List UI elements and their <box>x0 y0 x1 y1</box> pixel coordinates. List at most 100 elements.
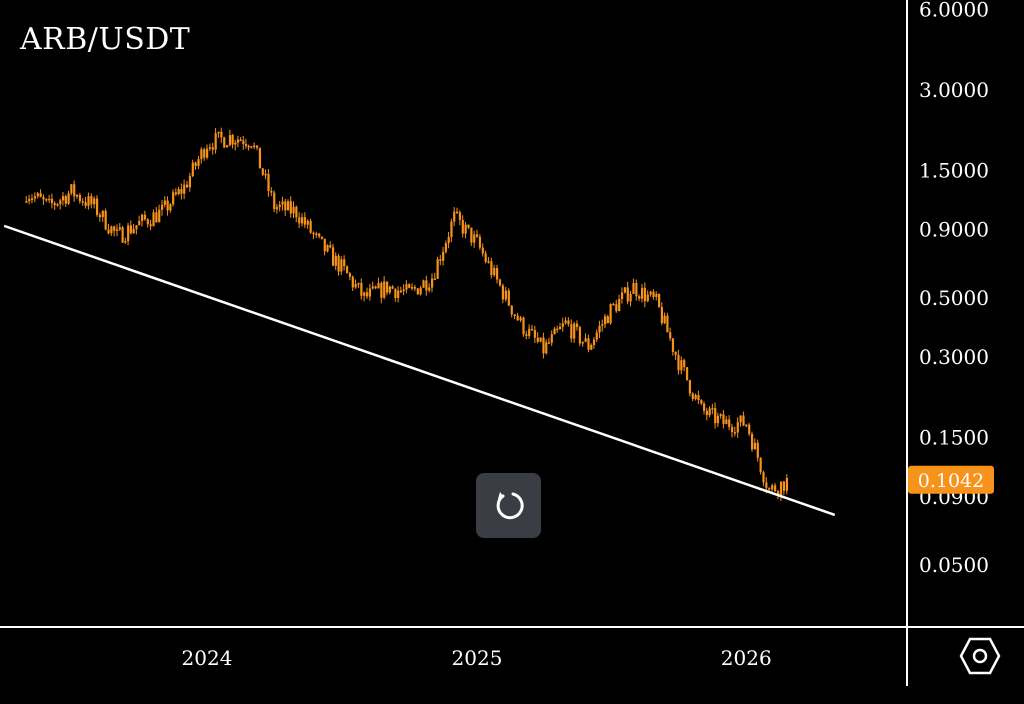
candle-body <box>436 259 439 279</box>
candle-body <box>61 196 65 201</box>
candle-body <box>575 323 579 328</box>
candle-body <box>623 287 627 293</box>
support-trendline <box>3 224 836 517</box>
candle-body <box>365 292 369 297</box>
candle-body <box>481 247 484 254</box>
candle-body <box>771 485 774 490</box>
candle-body <box>197 159 200 166</box>
candle-body <box>217 131 220 134</box>
candle-body <box>397 290 400 299</box>
candle-body <box>660 306 663 324</box>
candle-body <box>649 291 652 295</box>
candle-body <box>584 338 587 342</box>
candle-body <box>95 198 99 215</box>
candle-body <box>620 292 624 300</box>
candle-body <box>444 243 448 252</box>
candle-body <box>719 414 722 416</box>
candle-body <box>75 194 79 197</box>
candle-body <box>124 241 127 243</box>
candle-body <box>149 224 152 227</box>
candle-body <box>402 289 405 292</box>
candle-body <box>161 204 164 210</box>
candle-body <box>357 282 360 285</box>
candle-body <box>640 287 644 299</box>
candle-body <box>776 491 780 496</box>
candle-body <box>759 457 762 473</box>
candle-body <box>273 192 276 210</box>
candle-body <box>289 201 292 214</box>
candle-body <box>725 419 728 425</box>
chart-settings-button[interactable] <box>952 634 1008 682</box>
candle-body <box>194 162 197 166</box>
candle-body <box>129 225 133 234</box>
last-price-tag: 0.1042 <box>908 465 994 494</box>
candle-body <box>84 202 87 206</box>
candle-body <box>618 299 621 312</box>
candle-body <box>694 395 697 400</box>
candle-body <box>295 206 298 218</box>
candle-body <box>561 323 564 327</box>
candle-body <box>135 225 138 229</box>
candle-body <box>711 408 714 410</box>
candle-body <box>386 281 389 293</box>
candle-body <box>360 282 363 296</box>
candle-body <box>45 198 48 201</box>
candle-body <box>609 303 612 324</box>
candle-body <box>351 276 354 288</box>
candle-body <box>78 194 82 202</box>
pair-title: ARB/USDT <box>20 22 191 57</box>
candle-body <box>688 380 692 394</box>
y-tick-label: 0.1500 <box>919 426 989 450</box>
candle-body <box>239 139 242 142</box>
candle-body <box>110 226 113 234</box>
candle-body <box>340 259 343 272</box>
candle-body <box>329 245 332 248</box>
candle-body <box>345 266 349 274</box>
candle-body <box>632 283 635 294</box>
candle-body <box>391 286 394 289</box>
candle-body <box>700 400 703 404</box>
candle-body <box>163 200 166 205</box>
candle-body <box>428 287 431 291</box>
candle-body <box>270 190 273 193</box>
candle-body <box>208 147 212 149</box>
candle-body <box>507 290 510 306</box>
candle-body <box>705 410 708 416</box>
candle-body <box>408 284 411 288</box>
candle-body <box>578 327 582 344</box>
candle-body <box>703 403 706 411</box>
candle-body <box>685 367 689 381</box>
candle-body <box>70 184 73 194</box>
candle-body <box>558 326 562 330</box>
candle-body <box>247 145 250 148</box>
candle-body <box>180 189 183 194</box>
candle-body <box>768 488 771 490</box>
candle-body <box>371 286 374 289</box>
candle-body <box>592 339 596 346</box>
candle-body <box>612 303 615 306</box>
candle-body <box>255 145 259 148</box>
candle-body <box>748 424 751 434</box>
price-tag-background <box>908 465 994 494</box>
candle-body <box>666 315 669 333</box>
candle-body <box>343 259 346 267</box>
candle-body <box>464 224 467 234</box>
candle-body <box>138 220 141 226</box>
candle-body <box>132 228 135 234</box>
candle-body <box>581 341 584 344</box>
candle-body <box>433 278 436 281</box>
candle-body <box>228 135 232 146</box>
candle-body <box>337 255 340 272</box>
candle-body <box>152 212 155 227</box>
candle-body <box>490 261 493 276</box>
candle-body <box>595 332 598 340</box>
reset-chart-button[interactable] <box>476 473 541 538</box>
candle-body <box>250 146 253 148</box>
candle-body <box>643 287 647 302</box>
candle-body <box>146 219 149 225</box>
candle-body <box>81 201 84 203</box>
candle-body <box>354 284 357 288</box>
candle-body <box>601 324 604 326</box>
candle-body <box>567 320 570 325</box>
